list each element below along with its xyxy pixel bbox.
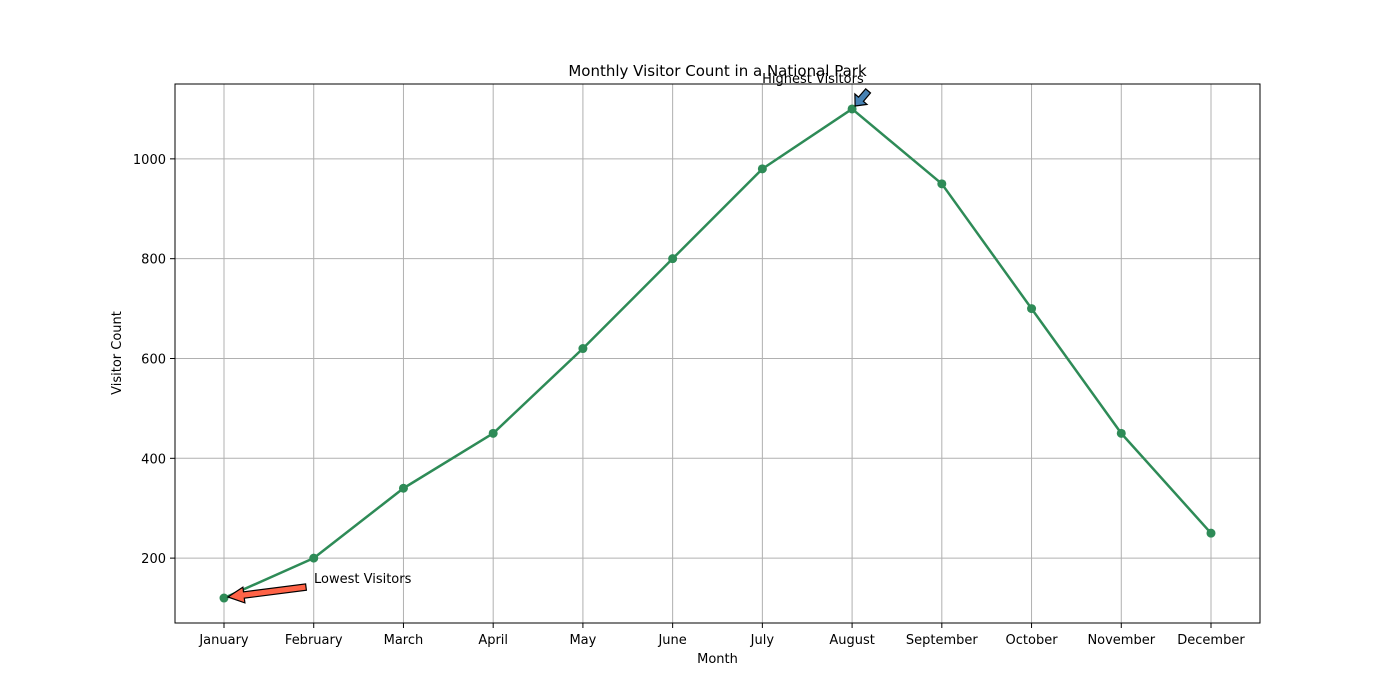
data-point [1116, 428, 1126, 438]
annotations-layer: Lowest Visitors Highest Visitors [226, 72, 872, 604]
y-axis: 200 400 600 800 1000 [133, 153, 175, 567]
plot-frame [174, 83, 1261, 624]
chart-title: Monthly Visitor Count in a National Park [568, 62, 867, 80]
data-point [937, 179, 947, 189]
x-tick-label: October [1006, 633, 1059, 648]
data-point [1027, 304, 1037, 314]
data-point [219, 593, 229, 603]
y-tick-label: 600 [141, 352, 166, 367]
x-tick-label: June [657, 633, 686, 648]
x-tick-label: April [478, 633, 508, 648]
x-tick-label: March [384, 633, 424, 648]
x-axis: January February March April May June July Augu… [198, 623, 1245, 648]
y-tick-label: 1000 [133, 153, 166, 168]
x-tick-label: September [906, 633, 979, 648]
data-point [309, 553, 319, 563]
x-tick-label: May [569, 633, 596, 648]
data-point [488, 428, 498, 438]
x-tick-label: February [285, 633, 343, 648]
highest-visitors-arrow [854, 88, 872, 107]
highest-visitors-annotation: Highest Visitors [762, 72, 864, 87]
x-tick-label: January [198, 633, 249, 648]
grid [175, 84, 1260, 623]
y-tick-label: 400 [141, 452, 166, 467]
x-axis-label: Month [697, 652, 738, 667]
y-axis-label: Visitor Count [110, 311, 125, 395]
x-tick-label: July [750, 633, 775, 648]
data-point [398, 483, 408, 493]
x-tick-label: November [1087, 633, 1155, 648]
data-point [578, 344, 588, 354]
x-tick-label: August [829, 633, 875, 648]
data-point [757, 164, 767, 174]
x-tick-label: December [1177, 633, 1245, 648]
data-point [668, 254, 678, 264]
lowest-visitors-annotation: Lowest Visitors [314, 572, 412, 587]
data-point [1206, 528, 1216, 538]
lowest-visitors-arrow [226, 583, 308, 604]
y-tick-label: 200 [141, 552, 166, 567]
y-tick-label: 800 [141, 253, 166, 268]
series-line [223, 107, 1212, 600]
data-point [847, 104, 857, 114]
series-layer [219, 104, 1216, 603]
